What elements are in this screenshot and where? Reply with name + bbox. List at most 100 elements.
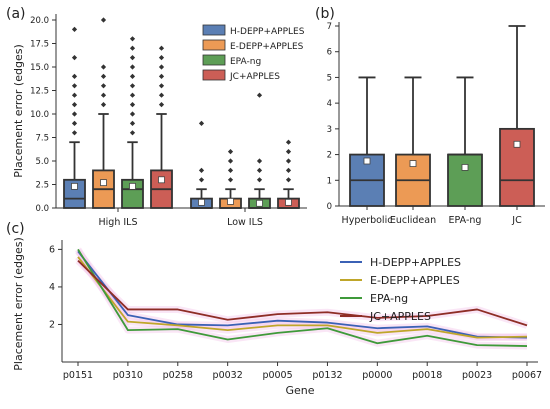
y-tick-label-a: 7.5 [35, 134, 49, 144]
box-a-1-1-mean [227, 198, 234, 205]
y-tick-label-a: 5.0 [35, 157, 49, 167]
chart-c: 2 4 6 p0151 p0310 p0258 p0032 p0005 p0132 p0000 p0… [12, 237, 542, 397]
box-a-2-0-outlier [129, 130, 136, 136]
x-tick-label-b: EPA-ng [449, 215, 482, 226]
box-a-0-0-outlier [71, 55, 78, 61]
y-tick-label-b: 2 [327, 151, 332, 161]
x-tick-label-c: p0310 [113, 370, 143, 381]
box-a-3-0-outlier [158, 83, 165, 89]
legend-c-label: EPA-ng [370, 292, 408, 305]
box-a-2-0-outlier [129, 45, 136, 51]
y-tick-label-b: 0 [327, 202, 332, 212]
y-tick-label-b: 6 [327, 48, 332, 58]
box-a-3-1-outlier [285, 149, 292, 155]
box-a-2-0-outlier [129, 55, 136, 61]
chart-a: 0.0 2.5 5.0 7.5 10.0 12.5 15.0 17.5 20.0 High ILS… [12, 14, 307, 228]
x-tick-label-b: Hyperbolic [342, 215, 393, 226]
box-a-0-0-outlier [71, 73, 78, 79]
y-tick-label-b: 1 [327, 176, 332, 186]
box-a-3-0-outlier [158, 92, 165, 98]
legend-a-swatch [202, 54, 226, 66]
box-a-1-1-outlier [227, 167, 234, 173]
series-line-c-0 [77, 250, 528, 339]
y-tick-label-a: 12.5 [30, 87, 49, 97]
box-a-1-0-outlier [100, 17, 107, 23]
box-a-3-1-outlier [285, 139, 292, 145]
y-tick-label-c: 4 [49, 282, 55, 293]
legend-a-label: H-DEPP+APPLES [230, 27, 305, 37]
box-a-1-0-outlier [100, 83, 107, 89]
box-a-2-0-outlier [129, 73, 136, 79]
legend-a-swatch [202, 69, 226, 81]
legend-c-label: H-DEPP+APPLES [370, 256, 461, 269]
box-a-3-0-outlier [158, 55, 165, 61]
box-a-3-1-outlier [285, 177, 292, 183]
legend-a-label: JC+APPLES [229, 72, 280, 82]
x-tick-label-c: p0023 [462, 370, 492, 381]
box-a-3-0-outlier [158, 64, 165, 70]
x-tick-label-c: p0151 [63, 370, 93, 381]
legend-c-label: JC+APPLES [369, 310, 431, 323]
box-a-3-0-outlier [158, 45, 165, 51]
y-tick-label-c: 6 [49, 244, 55, 255]
box-b-3-box [499, 127, 535, 207]
panel-label-b: (b) [315, 6, 335, 22]
box-a-0-0-outlier [71, 102, 78, 108]
x-tick-label-c: p0005 [262, 370, 292, 381]
box-a-1-1-outlier [227, 158, 234, 164]
box-a-2-0-outlier [129, 83, 136, 89]
x-tick-label-c: p0132 [312, 370, 342, 381]
y-tick-label-c: 2 [49, 319, 55, 330]
x-tick-label-b: Euclidean [390, 215, 436, 226]
box-a-2-1-outlier [256, 158, 263, 164]
box-a-2-0-outlier [129, 36, 136, 42]
legend-a-swatch [202, 24, 226, 36]
legend-a-label: EPA-ng [230, 57, 261, 67]
box-a-3-1-outlier [285, 158, 292, 164]
box-a-0-0-outlier [71, 26, 78, 32]
box-b-2-box [447, 153, 483, 207]
box-b-1-mean [409, 160, 417, 167]
ylabel-a: Placement error (edges) [12, 44, 25, 177]
legend-a-label: E-DEPP+APPLES [230, 42, 304, 52]
box-a-1-0-mean [100, 179, 107, 187]
box-a-1-0-outlier [100, 64, 107, 70]
box-a-0-1-outlier [198, 177, 205, 183]
panel-label-c: (c) [6, 221, 25, 237]
legend-a-swatch [202, 39, 226, 51]
box-b-0-mean [363, 157, 371, 165]
legend-c-label: E-DEPP+APPLES [370, 274, 460, 287]
y-tick-label-a: 15.0 [30, 63, 49, 73]
x-tick-label-c: p0258 [163, 370, 193, 381]
box-a-2-0-outlier [129, 92, 136, 98]
box-a-0-0-outlier [71, 120, 78, 126]
box-a-0-0-outlier [71, 83, 78, 89]
y-tick-label-a: 20.0 [30, 16, 49, 26]
series-line-c-3 [77, 260, 528, 327]
box-a-1-1-outlier [227, 177, 234, 183]
box-a-3-0-outlier [158, 73, 165, 79]
box-a-0-0-mean [71, 182, 78, 190]
xlabel-c: Gene [285, 384, 314, 397]
box-a-2-0-outlier [129, 120, 136, 126]
series-line-c-1 [77, 256, 528, 339]
box-a-3-0-mean [158, 176, 165, 184]
y-tick-label-a: 10.0 [30, 110, 49, 120]
y-tick-label-b: 5 [327, 73, 332, 83]
box-a-0-0-outlier [71, 130, 78, 136]
y-tick-label-a: 0.0 [35, 204, 49, 214]
panel-label-a: (a) [6, 6, 26, 22]
box-a-2-0-outlier [129, 64, 136, 70]
y-tick-label-b: 7 [327, 22, 332, 32]
box-a-0-1-outlier [198, 120, 205, 126]
x-tick-label-c: p0000 [362, 370, 392, 381]
box-a-1-0-outlier [100, 102, 107, 108]
box-a-0-0-outlier [71, 111, 78, 117]
box-a-2-0-outlier [129, 102, 136, 108]
box-a-2-1-outlier [256, 177, 263, 183]
x-tick-label-c: p0067 [512, 370, 542, 381]
box-b-3-mean [513, 140, 521, 148]
box-a-2-1-outlier [256, 167, 263, 173]
x-tick-label-c: p0032 [213, 370, 243, 381]
